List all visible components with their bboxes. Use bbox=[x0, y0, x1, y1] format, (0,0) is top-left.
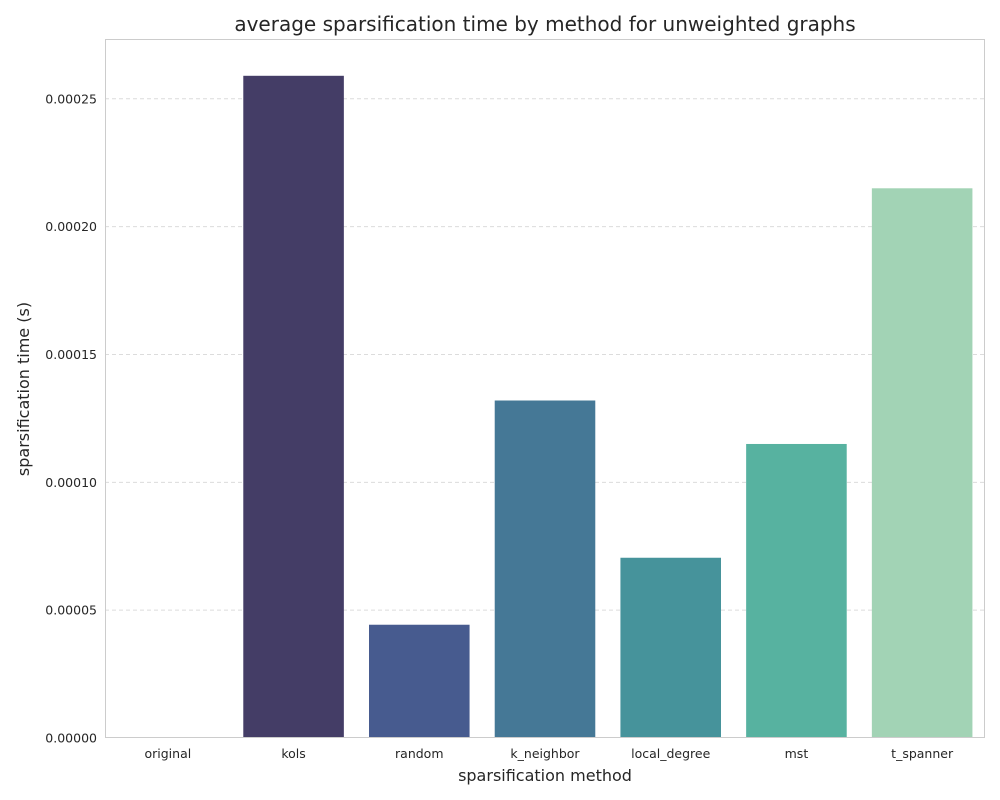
x-tick-label: k_neighbor bbox=[510, 746, 580, 761]
bar-t_spanner bbox=[871, 188, 973, 739]
x-tick-label: local_degree bbox=[631, 746, 710, 761]
y-tick-label: 0.00015 bbox=[45, 347, 97, 362]
y-tick-label: 0.00020 bbox=[45, 219, 97, 234]
bars bbox=[243, 75, 973, 739]
y-tick-label: 0.00005 bbox=[45, 603, 97, 618]
plot-frame bbox=[105, 39, 985, 738]
x-tick-label: kols bbox=[281, 746, 305, 761]
x-tick-label: t_spanner bbox=[891, 746, 954, 761]
x-tick-label: mst bbox=[785, 746, 809, 761]
bar-kols bbox=[243, 75, 344, 739]
y-tick-label: 0.00010 bbox=[45, 475, 97, 490]
bar-mst bbox=[746, 443, 847, 738]
x-tick-label: random bbox=[395, 746, 443, 761]
x-axis-label: sparsification method bbox=[458, 766, 632, 785]
bar-local_degree bbox=[620, 557, 721, 738]
y-tick-label: 0.00025 bbox=[45, 91, 97, 106]
y-axis-ticks: 0.00000 0.00005 0.00010 0.00015 0.00020 0.000… bbox=[45, 91, 97, 745]
x-axis-ticks: original kols random k_neighbor local_degree… bbox=[144, 746, 953, 761]
y-tick-label: 0.00000 bbox=[45, 731, 97, 746]
bar-random bbox=[369, 624, 470, 738]
chart-title: average sparsification time by method fo… bbox=[234, 12, 855, 36]
y-axis-label: sparsification time (s) bbox=[14, 302, 33, 476]
x-tick-label: original bbox=[144, 746, 191, 761]
bar-k_neighbor bbox=[494, 400, 596, 738]
